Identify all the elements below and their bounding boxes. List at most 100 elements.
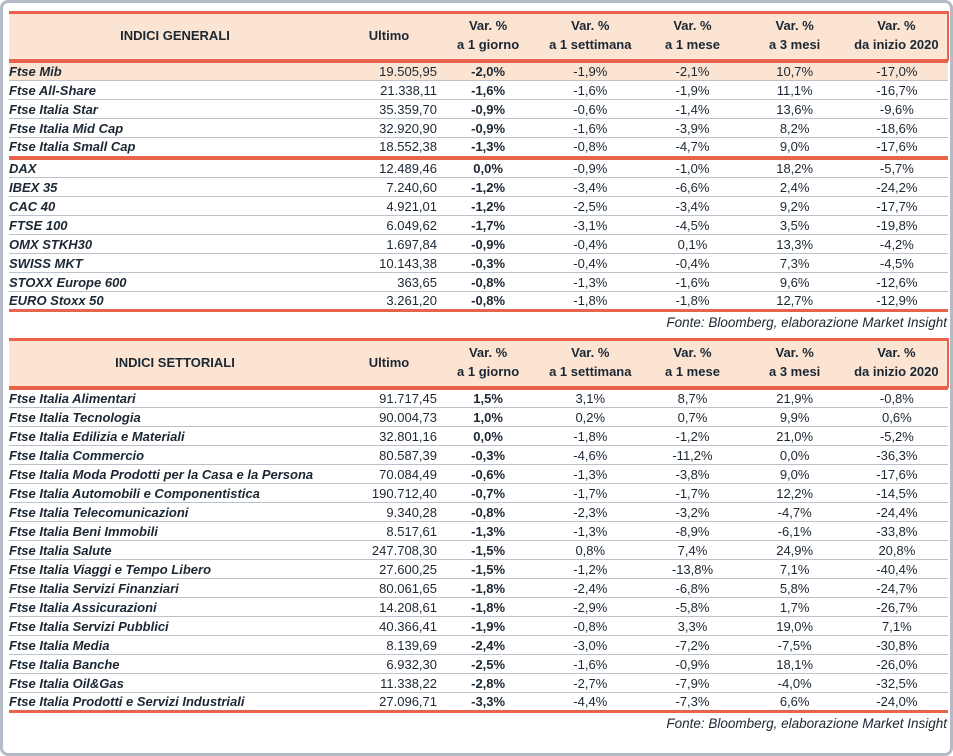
index-name-cell: Ftse Italia Telecomunicazioni: [9, 502, 341, 522]
ultimo-cell: 1.697,84: [341, 234, 437, 254]
var-1week-cell: -0,6%: [539, 99, 642, 119]
var-ytd-cell: 20,8%: [845, 540, 948, 560]
var-1day-cell: -0,3%: [437, 445, 540, 465]
var-ytd-cell: -40,4%: [845, 559, 948, 579]
var-ytd-cell: -4,2%: [845, 234, 948, 254]
var-1week-cell: -1,6%: [539, 654, 642, 674]
var-1month-cell: 0,1%: [641, 234, 744, 254]
var-3month-cell: 12,2%: [743, 483, 846, 503]
var-1month-cell: -7,2%: [641, 635, 744, 655]
var-1month-cell: 0,7%: [641, 407, 744, 427]
index-name-cell: EURO Stoxx 50: [9, 291, 341, 311]
ultimo-cell: 80.587,39: [341, 445, 437, 465]
var-1day-cell: 0,0%: [437, 426, 540, 446]
var-1day-cell: -0,3%: [437, 253, 540, 273]
var-1day-cell: 1,5%: [437, 388, 540, 408]
indici-generali-table: INDICI GENERALI Ultimo Var. % a 1 giorno Var…: [9, 11, 950, 312]
var-period-label: a 1 mese: [665, 37, 720, 53]
var-3month-cell: 1,7%: [743, 597, 846, 617]
var-ytd-cell: -17,6%: [845, 137, 948, 157]
var-ytd-cell: -4,5%: [845, 253, 948, 273]
index-name-cell: Ftse Italia Automobili e Componentistica: [9, 483, 341, 503]
var-1week-cell: -0,9%: [539, 158, 642, 178]
var-period-label: da inizio 2020: [854, 37, 939, 53]
var-3month-cell: -6,1%: [743, 521, 846, 541]
var-ytd-cell: -36,3%: [845, 445, 948, 465]
column-header-var: Var. % da inizio 2020: [845, 339, 950, 387]
var-label: Var. %: [673, 18, 712, 34]
var-1week-cell: -2,7%: [539, 673, 642, 693]
var-1month-cell: -1,4%: [641, 99, 744, 119]
var-1day-cell: 1,0%: [437, 407, 540, 427]
table-row: Ftse Italia Media 8.139,69 -2,4% -3,0% -7,2%…: [9, 635, 948, 655]
ultimo-cell: 18.552,38: [341, 137, 437, 157]
var-label: Var. %: [877, 345, 916, 361]
index-name-cell: Ftse Italia Star: [9, 99, 341, 119]
var-ytd-cell: 0,6%: [845, 407, 948, 427]
var-1week-cell: 3,1%: [539, 388, 642, 408]
index-name-cell: DAX: [9, 158, 341, 178]
ultimo-cell: 4.921,01: [341, 196, 437, 216]
var-1month-cell: -2,1%: [641, 61, 744, 81]
var-1month-cell: -8,9%: [641, 521, 744, 541]
var-1month-cell: -6,8%: [641, 578, 744, 598]
index-name-cell: Ftse Italia Mid Cap: [9, 118, 341, 138]
var-ytd-cell: -5,2%: [845, 426, 948, 446]
ultimo-cell: 8.139,69: [341, 635, 437, 655]
var-1week-cell: -1,8%: [539, 426, 642, 446]
var-1month-cell: -3,2%: [641, 502, 744, 522]
var-1day-cell: -1,5%: [437, 559, 540, 579]
var-period-label: a 3 mesi: [768, 37, 821, 53]
var-label: Var. %: [571, 18, 610, 34]
index-name-cell: Ftse Italia Media: [9, 635, 341, 655]
var-1week-cell: -1,7%: [539, 483, 642, 503]
column-header-var: Var. % a 1 mese: [641, 339, 744, 387]
table-row: Ftse Italia Commercio 80.587,39 -0,3% -4,6%…: [9, 445, 948, 465]
index-name-cell: Ftse Mib: [9, 61, 341, 81]
index-name-cell: Ftse Italia Assicurazioni: [9, 597, 341, 617]
ultimo-cell: 27.600,25: [341, 559, 437, 579]
var-1week-cell: -2,5%: [539, 196, 642, 216]
var-1week-cell: -3,1%: [539, 215, 642, 235]
column-header-var: Var. % da inizio 2020: [845, 12, 950, 60]
column-header-var: Var. % a 3 mesi: [743, 12, 846, 60]
index-name-cell: Ftse Italia Servizi Finanziari: [9, 578, 341, 598]
table-row: Ftse Italia Edilizia e Materiali 32.801,1…: [9, 426, 948, 446]
var-period-label: da inizio 2020: [854, 364, 939, 380]
var-3month-cell: 13,3%: [743, 234, 846, 254]
var-1month-cell: -11,2%: [641, 445, 744, 465]
table-row: Ftse Italia Assicurazioni 14.208,61 -1,8% -…: [9, 597, 948, 617]
table-row: STOXX Europe 600 363,65 -0,8% -1,3% -1,6% 9,6…: [9, 272, 948, 292]
index-name-cell: CAC 40: [9, 196, 341, 216]
var-ytd-cell: -16,7%: [845, 80, 948, 100]
table-row: Ftse Mib 19.505,95 -2,0% -1,9% -2,1% 10,7% -17…: [9, 61, 948, 81]
var-3month-cell: 12,7%: [743, 291, 846, 311]
var-ytd-cell: -12,9%: [845, 291, 948, 311]
var-3month-cell: -7,5%: [743, 635, 846, 655]
var-1day-cell: -1,7%: [437, 215, 540, 235]
var-3month-cell: 9,2%: [743, 196, 846, 216]
var-1day-cell: -2,5%: [437, 654, 540, 674]
var-label: Var. %: [468, 345, 508, 361]
var-1week-cell: -1,3%: [539, 464, 642, 484]
var-1month-cell: -5,8%: [641, 597, 744, 617]
ultimo-cell: 6.932,30: [341, 654, 437, 674]
ultimo-cell: 32.920,90: [341, 118, 437, 138]
var-1day-cell: -1,8%: [437, 597, 540, 617]
var-3month-cell: 19,0%: [743, 616, 846, 636]
ultimo-cell: 91.717,45: [341, 388, 437, 408]
table-row: EURO Stoxx 50 3.261,20 -0,8% -1,8% -1,8% 12,7…: [9, 291, 948, 311]
table-row: Ftse Italia Small Cap 18.552,38 -1,3% -0,8%…: [9, 137, 948, 157]
var-3month-cell: 18,1%: [743, 654, 846, 674]
var-ytd-cell: 7,1%: [845, 616, 948, 636]
index-name-cell: Ftse Italia Commercio: [9, 445, 341, 465]
ultimo-cell: 363,65: [341, 272, 437, 292]
ultimo-cell: 9.340,28: [341, 502, 437, 522]
var-1day-cell: -2,4%: [437, 635, 540, 655]
var-ytd-cell: -5,7%: [845, 158, 948, 178]
indici-settoriali-section: INDICI SETTORIALI Ultimo Var. % a 1 giorno V…: [9, 338, 950, 737]
column-header-ultimo: Ultimo: [341, 339, 437, 387]
var-1week-cell: -4,4%: [539, 692, 642, 712]
var-1day-cell: -1,2%: [437, 177, 540, 197]
var-1week-cell: -1,2%: [539, 559, 642, 579]
